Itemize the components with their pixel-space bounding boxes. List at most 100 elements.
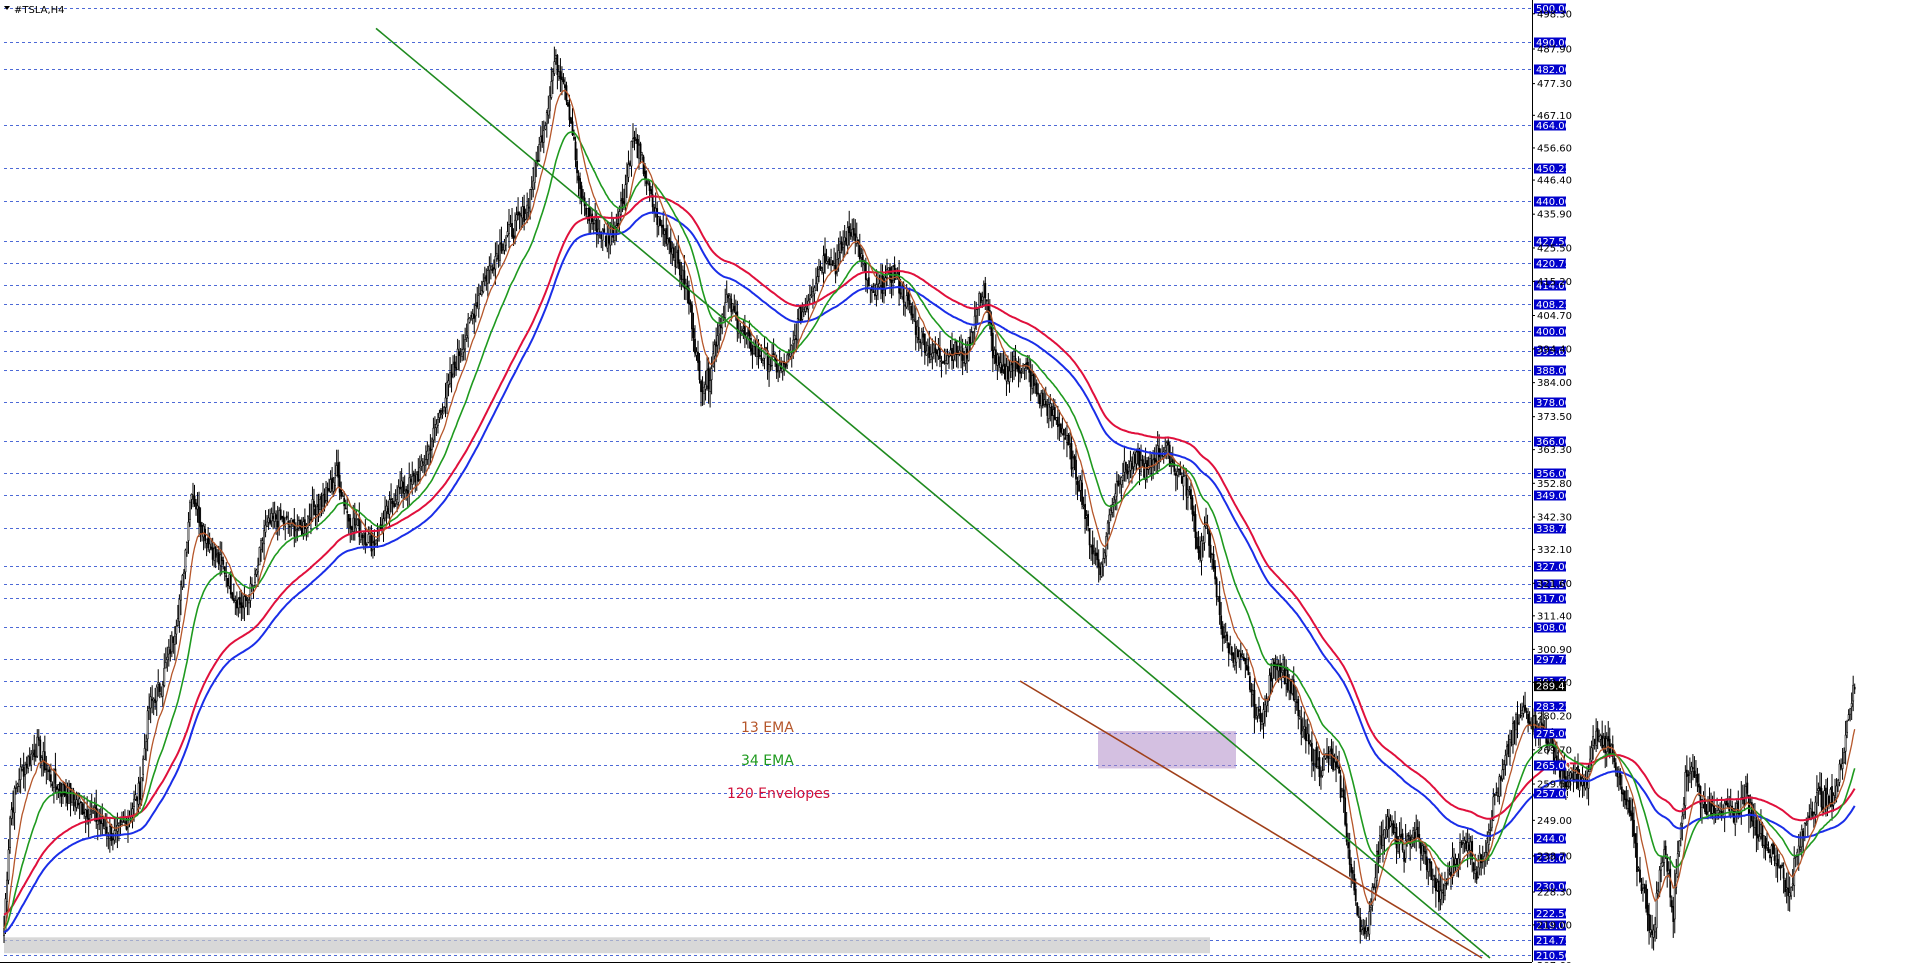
- candle-body: [1474, 869, 1477, 874]
- level-price-label: 327.00: [1536, 562, 1571, 573]
- candle-body: [248, 601, 250, 604]
- candle-body: [1061, 427, 1064, 434]
- level-price-label: 210.50: [1536, 951, 1571, 962]
- level-price-label: 283.25: [1536, 702, 1571, 713]
- level-price-label: 338.75: [1536, 524, 1571, 535]
- candle-body: [1649, 929, 1652, 933]
- candle-body: [114, 829, 117, 834]
- candle-body: [1430, 862, 1433, 881]
- candle-body: [1636, 842, 1638, 872]
- candle-body: [1719, 811, 1722, 814]
- candle-body: [1197, 546, 1200, 554]
- candle-body: [1369, 907, 1372, 911]
- candle-body: [263, 530, 265, 545]
- candle-body: [1208, 528, 1210, 546]
- candle-body: [1521, 710, 1523, 715]
- candle-body: [1360, 926, 1363, 931]
- candle-body: [349, 518, 352, 529]
- level-price-box: [1534, 64, 1566, 75]
- candle-body: [1568, 775, 1570, 783]
- candle-body: [1114, 493, 1117, 501]
- level-price-label: 321.50: [1536, 580, 1571, 591]
- candle-body: [597, 228, 600, 236]
- candle-body: [689, 302, 692, 305]
- candle-body: [453, 361, 456, 368]
- candle-body: [1372, 886, 1375, 889]
- candle-body: [1690, 766, 1693, 772]
- candle-body: [1578, 774, 1581, 791]
- level-price-box: [1534, 436, 1566, 447]
- candle-body: [278, 510, 281, 530]
- candle-body: [972, 331, 975, 334]
- candle-body: [1412, 830, 1415, 839]
- candle-body: [1664, 845, 1667, 855]
- candle-body: [1787, 887, 1790, 896]
- level-price-box: [1534, 346, 1566, 357]
- candle-body: [1524, 704, 1526, 711]
- candle-body: [898, 271, 901, 294]
- candle-body: [1268, 675, 1271, 698]
- candle-body: [1837, 780, 1839, 786]
- candle-body: [1734, 811, 1737, 825]
- candle-body: [979, 293, 982, 303]
- candle-body: [1586, 779, 1588, 786]
- candle-body: [866, 278, 869, 281]
- candle-body: [257, 565, 259, 573]
- candle-body: [1681, 815, 1684, 824]
- candle-body: [1383, 829, 1386, 839]
- candle-body: [1183, 474, 1186, 477]
- candle-body: [231, 592, 234, 600]
- candle-body: [753, 346, 755, 355]
- level-price-box: [1534, 833, 1566, 844]
- candle-body: [1850, 703, 1853, 708]
- candle-body: [824, 253, 826, 263]
- candle-body: [926, 345, 929, 355]
- candle-body: [476, 302, 479, 307]
- candle-body: [887, 267, 890, 271]
- candle-body: [184, 549, 187, 573]
- candle-body: [1834, 795, 1836, 798]
- candle-body: [1620, 786, 1623, 794]
- candle-body: [872, 291, 875, 293]
- level-price-label: 257.00: [1536, 789, 1571, 800]
- candle-body: [1782, 868, 1785, 879]
- candle-body: [604, 235, 607, 246]
- candle-body: [1214, 565, 1217, 580]
- level-price-box: [1534, 701, 1566, 712]
- candle-body: [520, 214, 523, 217]
- candle-body: [1380, 836, 1383, 846]
- candle-body: [1176, 471, 1179, 476]
- candle-body: [325, 487, 327, 501]
- candle-body: [1295, 701, 1298, 704]
- price-tick-label: 425.50: [1537, 243, 1572, 254]
- support-zone: [4, 937, 1210, 954]
- level-price-box: [1534, 950, 1566, 961]
- candle-body: [733, 306, 736, 312]
- candle-body: [468, 317, 471, 323]
- candle-body: [1735, 803, 1738, 813]
- candle-body: [1415, 829, 1418, 842]
- candle-body: [1775, 855, 1777, 864]
- price-tick-label: 498.30: [1537, 9, 1572, 20]
- chart-menu-icon[interactable]: [4, 6, 10, 10]
- candle-body: [855, 236, 858, 244]
- level-price-label: 393.65: [1536, 347, 1571, 358]
- candle-body: [751, 348, 754, 355]
- price-tick-label: 228.30: [1537, 888, 1572, 899]
- level-price-box: [1534, 3, 1566, 14]
- candle-body: [322, 494, 324, 507]
- candle-body: [559, 71, 562, 80]
- candle-body: [1596, 728, 1599, 742]
- candle-body: [276, 520, 279, 528]
- candle-body: [724, 302, 727, 319]
- candle-body: [1049, 403, 1052, 408]
- candle-body: [1672, 905, 1675, 922]
- candle-body: [22, 767, 25, 777]
- candle-body: [1763, 835, 1765, 846]
- candle-body: [883, 289, 885, 294]
- candle-body: [1772, 843, 1774, 855]
- candle-body: [762, 360, 764, 364]
- candle-body: [373, 540, 376, 545]
- candle-body: [994, 349, 997, 364]
- candle-body: [1217, 598, 1220, 601]
